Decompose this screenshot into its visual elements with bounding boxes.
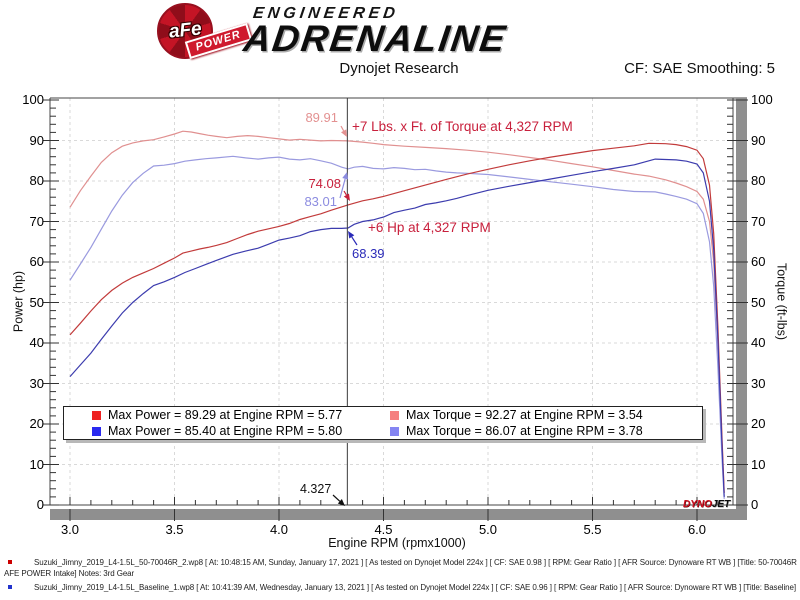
torque-baseline-cursor-value: 83.01 <box>304 194 337 209</box>
legend-swatch-periwinkle <box>390 426 399 436</box>
torque-baseline-cursor-value-arrow <box>339 178 346 199</box>
legend-item-power-baseline: Max Power = 85.40 at Engine RPM = 5.80 <box>92 424 390 439</box>
legend-swatch-pink <box>390 410 399 420</box>
y-tick-label-left: 70 <box>29 213 44 229</box>
torque-afe-cursor-value: 89.91 <box>305 110 338 125</box>
x-axis-title: Engine RPM (rpmx1000) <box>328 536 466 550</box>
legend-label: Max Torque = 86.07 at Engine RPM = 3.78 <box>406 424 643 438</box>
y-tick-label-right: 10 <box>751 456 766 472</box>
footnote-baseline-run: Suzuki_Jimny_2019_L4-1.5L_Baseline_1.wp8… <box>34 583 798 592</box>
legend-item-torque-afe: Max Torque = 92.27 at Engine RPM = 3.54 <box>390 408 702 423</box>
cursor-rpm-label-arrowhead <box>337 499 345 506</box>
footnote-afe-run: Suzuki_Jimny_2019_L4-1.5L_50-70046R_2.wp… <box>4 558 797 578</box>
legend-box: Max Power = 89.29 at Engine RPM = 5.77 M… <box>63 406 703 440</box>
x-tick-label: 3.5 <box>165 522 184 537</box>
legend-label: Max Power = 85.40 at Engine RPM = 5.80 <box>108 424 343 438</box>
y-tick-label-right: 70 <box>751 213 766 229</box>
y-scrollbar[interactable] <box>736 98 747 509</box>
footnote-bullet-afe <box>8 560 12 564</box>
y-tick-label-right: 0 <box>751 497 759 512</box>
power-afe-cursor-value-arrowhead <box>343 193 350 201</box>
torque-afe-cursor-value-arrowhead <box>341 129 347 137</box>
power-afe-cursor-value: 74.08 <box>308 176 341 191</box>
curve-torque-baseline <box>69 155 725 499</box>
y-tick-label-left: 60 <box>29 254 44 269</box>
y-tick-label-left: 40 <box>29 335 44 350</box>
x-tick-label: 5.5 <box>583 522 602 537</box>
cursor-rpm-label: 4.327 <box>300 482 332 496</box>
cursor-rpm-label-arrow <box>332 494 341 502</box>
torque-gain-note: +7 Lbs. x Ft. of Torque at 4,327 RPM <box>352 119 573 134</box>
y-tick-label-right: 50 <box>751 294 766 310</box>
power-baseline-cursor-value-arrow <box>351 236 358 246</box>
y-tick-label-left: 90 <box>29 132 44 148</box>
dynojet-watermark-dyno: DYNO <box>683 499 712 510</box>
x-tick-label: 4.5 <box>374 522 393 537</box>
power-baseline-cursor-value: 68.39 <box>352 246 385 261</box>
curve-power-afe <box>69 142 725 493</box>
legend-item-torque-baseline: Max Torque = 86.07 at Engine RPM = 3.78 <box>390 424 702 439</box>
legend-label: Max Torque = 92.27 at Engine RPM = 3.54 <box>406 408 643 422</box>
y-tick-label-left: 0 <box>36 497 44 512</box>
dynojet-watermark: DYNOJET <box>683 499 730 510</box>
y-tick-label-right: 30 <box>751 375 766 391</box>
y-tick-label-right: 90 <box>751 132 766 148</box>
y-tick-label-right: 80 <box>751 173 766 188</box>
cf-smoothing-label: CF: SAE Smoothing: 5 <box>624 60 775 77</box>
y-tick-label-right: 60 <box>751 254 766 269</box>
legend-label: Max Power = 89.29 at Engine RPM = 5.77 <box>108 408 343 422</box>
x-tick-label: 6.0 <box>687 522 707 537</box>
logo-adrenaline-text: ADRENALINE <box>241 18 510 59</box>
x-tick-label: 5.0 <box>478 522 498 537</box>
y-tick-label-left: 50 <box>29 294 44 310</box>
curve-power-baseline <box>69 158 725 497</box>
y-tick-label-left: 30 <box>29 375 44 391</box>
torque-afe-cursor-value-arrow <box>340 125 345 132</box>
legend-swatch-red <box>92 410 101 420</box>
y-tick-label-left: 80 <box>29 173 44 188</box>
footnote-bullet-baseline <box>8 585 12 589</box>
x-tick-label: 3.0 <box>60 522 80 537</box>
x-tick-label: 4.0 <box>269 522 289 537</box>
afe-badge-icon: aFe <box>157 3 213 59</box>
power-afe-cursor-value-arrow <box>343 190 347 196</box>
legend-item-power-afe: Max Power = 89.29 at Engine RPM = 5.77 <box>92 408 390 423</box>
y-tick-label-right: 40 <box>751 335 766 350</box>
y-tick-label-right: 20 <box>751 416 766 431</box>
y-tick-label-left: 100 <box>22 92 44 107</box>
y-tick-label-left: 20 <box>29 416 44 431</box>
x-scrollbar[interactable] <box>50 509 747 520</box>
y-tick-label-left: 10 <box>29 456 44 472</box>
legend-swatch-blue <box>92 426 101 436</box>
afe-logo: aFe POWER ENGINEERED ADRENALINE <box>152 1 632 60</box>
torque-baseline-cursor-value-arrowhead <box>342 172 349 180</box>
y-tick-label-right: 100 <box>751 92 773 107</box>
dynojet-watermark-jet: JET <box>711 499 731 510</box>
curve-torque-afe <box>69 130 725 493</box>
power-baseline-cursor-value-arrowhead <box>348 231 355 239</box>
chart-title: Dynojet Research <box>339 60 459 77</box>
power-gain-note: +6 Hp at 4,327 RPM <box>368 220 491 235</box>
